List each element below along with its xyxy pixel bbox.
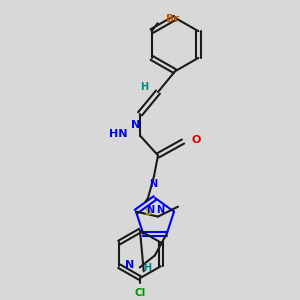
Text: Cl: Cl [134,288,146,298]
Text: S: S [144,207,152,217]
Text: H: H [142,263,151,274]
Text: H: H [140,82,148,92]
Text: Br: Br [166,14,179,24]
Text: N: N [156,205,164,215]
Text: O: O [191,135,200,145]
Text: N: N [131,120,141,130]
Text: HN: HN [110,129,128,139]
Text: N: N [146,205,154,215]
Text: N: N [149,179,157,189]
Text: N: N [124,260,134,270]
